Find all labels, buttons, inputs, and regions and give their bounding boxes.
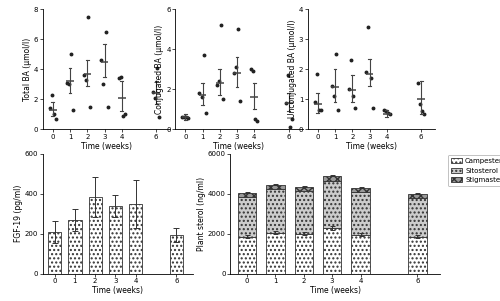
Bar [352, 188, 370, 192]
Bar [323, 175, 342, 181]
Bar [294, 234, 313, 274]
Bar [238, 193, 256, 197]
Y-axis label: Unconjugated BA (μmol/l): Unconjugated BA (μmol/l) [288, 20, 297, 119]
Bar [48, 232, 61, 274]
Y-axis label: Conjugated BA (μmol/l): Conjugated BA (μmol/l) [156, 25, 164, 114]
Legend: Campesterol, Sitosterol, Stigmasterol: Campesterol, Sitosterol, Stigmasterol [448, 155, 500, 186]
Bar [352, 235, 370, 274]
Y-axis label: Plant sterol (ng/ml): Plant sterol (ng/ml) [197, 177, 206, 251]
Bar [129, 204, 142, 274]
Bar [68, 220, 82, 274]
Bar [408, 237, 426, 274]
Bar [408, 198, 426, 237]
Y-axis label: FGF-19 (pg/ml): FGF-19 (pg/ml) [14, 185, 23, 242]
X-axis label: Time (weeks): Time (weeks) [213, 142, 264, 151]
Bar [88, 197, 102, 274]
Y-axis label: Total BA (μmol/l): Total BA (μmol/l) [23, 38, 32, 101]
Bar [238, 237, 256, 274]
Bar [352, 192, 370, 235]
Bar [294, 191, 313, 234]
Bar [170, 235, 183, 274]
Bar [323, 228, 342, 274]
X-axis label: Time (weeks): Time (weeks) [92, 286, 143, 295]
Bar [109, 206, 122, 274]
Bar [294, 187, 313, 191]
Bar [266, 185, 284, 189]
Bar [266, 189, 284, 233]
X-axis label: Time (weeks): Time (weeks) [346, 142, 397, 151]
Bar [238, 197, 256, 237]
X-axis label: Time (weeks): Time (weeks) [81, 142, 132, 151]
Bar [323, 181, 342, 228]
Bar [266, 233, 284, 274]
Bar [408, 194, 426, 198]
X-axis label: Time (weeks): Time (weeks) [310, 286, 360, 295]
